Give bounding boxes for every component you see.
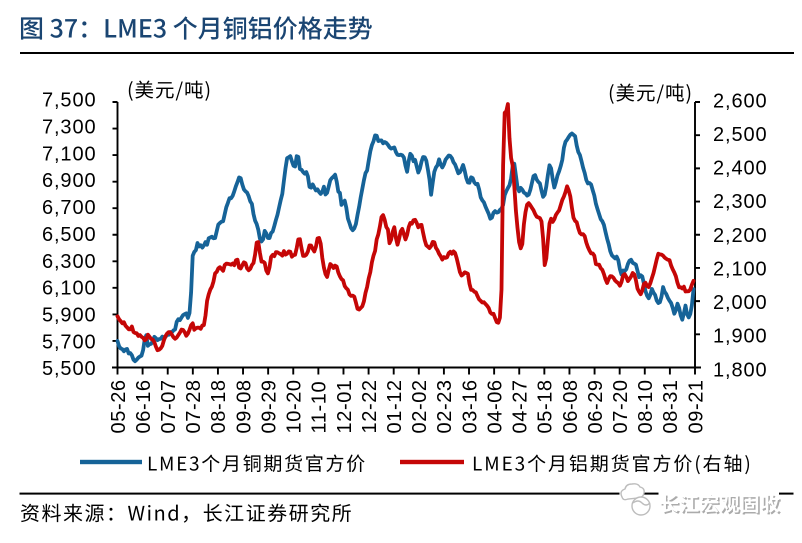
svg-text:7,300: 7,300 [42,117,97,139]
svg-text:07-20: 07-20 [610,379,632,433]
svg-text:12-22: 12-22 [359,379,381,433]
svg-text:5,900: 5,900 [42,305,97,327]
svg-text:05-26: 05-26 [108,379,130,433]
svg-text:6,700: 6,700 [42,197,97,219]
svg-text:2,300: 2,300 [713,191,768,213]
svg-text:06-16: 06-16 [133,379,155,433]
svg-text:12-01: 12-01 [334,379,356,433]
svg-text:04-06: 04-06 [484,379,506,433]
svg-text:08-18: 08-18 [208,379,230,433]
svg-text:6,300: 6,300 [42,251,97,273]
svg-text:10-20: 10-20 [284,379,306,433]
svg-text:5,500: 5,500 [42,358,97,380]
svg-text:02-23: 02-23 [434,379,456,433]
svg-text:5,700: 5,700 [42,331,97,353]
svg-text:6,100: 6,100 [42,278,97,300]
svg-text:2,400: 2,400 [713,158,768,180]
svg-text:7,100: 7,100 [42,143,97,165]
svg-text:2,100: 2,100 [713,258,768,280]
svg-text:2,000: 2,000 [713,292,768,314]
svg-text:1,900: 1,900 [713,326,768,348]
svg-text:11-10: 11-10 [309,381,331,434]
svg-text:01-12: 01-12 [384,379,406,433]
svg-text:6,500: 6,500 [42,224,97,246]
svg-text:7,500: 7,500 [42,90,97,112]
svg-text:03-16: 03-16 [459,379,481,433]
svg-text:02-02: 02-02 [409,379,431,433]
svg-text:07-28: 07-28 [183,379,205,433]
svg-text:06-08: 06-08 [560,379,582,433]
svg-text:2,600: 2,600 [713,90,768,112]
svg-text:08-31: 08-31 [660,379,682,433]
svg-text:08-10: 08-10 [635,379,657,433]
svg-text:2,500: 2,500 [713,124,768,146]
svg-text:05-18: 05-18 [535,379,557,433]
svg-text:06-29: 06-29 [585,379,607,433]
svg-text:09-08: 09-08 [233,379,255,433]
svg-text:07-07: 07-07 [158,379,180,433]
svg-text:2,200: 2,200 [713,225,768,247]
svg-text:09-29: 09-29 [259,379,281,433]
svg-text:6,900: 6,900 [42,170,97,192]
svg-text:1,800: 1,800 [713,359,768,381]
svg-text:04-27: 04-27 [510,379,532,433]
svg-text:09-21: 09-21 [685,379,707,433]
